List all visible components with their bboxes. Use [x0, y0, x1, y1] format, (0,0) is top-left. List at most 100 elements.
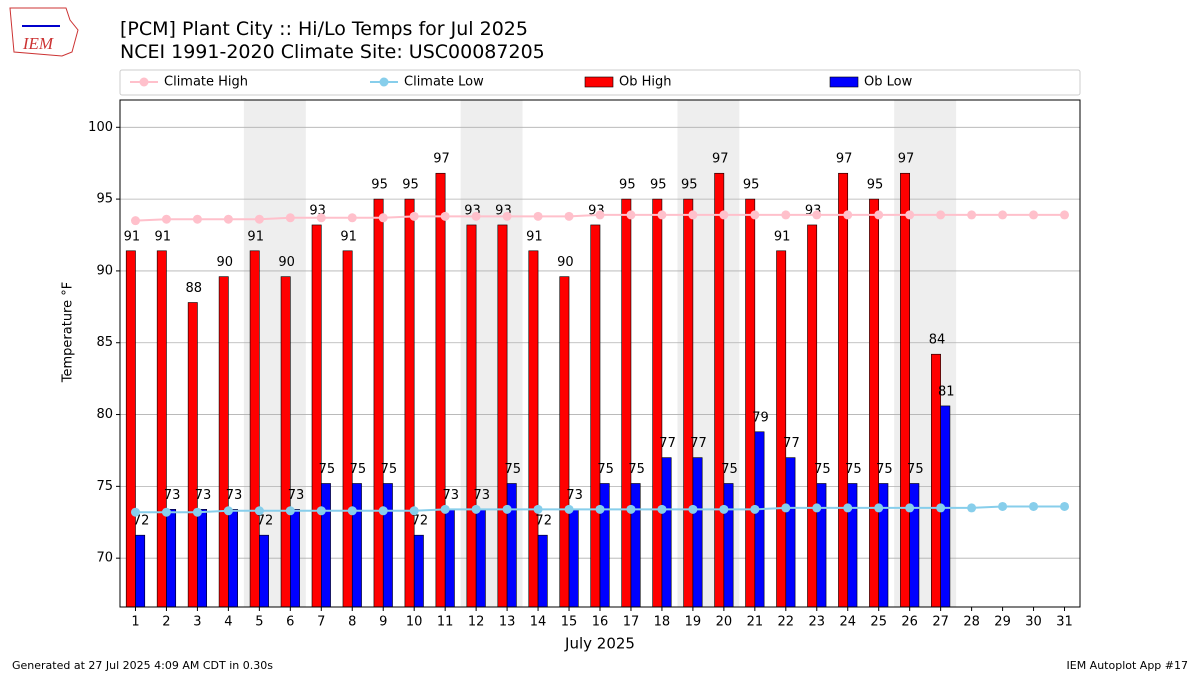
data-label: 72	[257, 514, 274, 529]
y-tick-label: 85	[96, 335, 113, 350]
point	[192, 214, 202, 224]
bar	[621, 198, 632, 608]
bar	[692, 457, 703, 608]
point	[719, 504, 729, 514]
bar	[630, 483, 641, 608]
bar	[909, 483, 920, 608]
x-tick-label: 5	[255, 615, 263, 630]
data-label: 75	[628, 462, 645, 477]
bar	[290, 509, 300, 608]
data-label: 73	[443, 488, 460, 503]
footer-right: IEM Autoplot App #17	[1067, 659, 1189, 672]
data-label: 95	[371, 178, 388, 193]
point	[223, 214, 233, 224]
x-tick-label: 13	[499, 615, 516, 630]
point	[161, 507, 171, 517]
point	[533, 211, 543, 221]
data-label: 75	[814, 462, 831, 477]
point	[316, 213, 326, 223]
data-label: 91	[340, 229, 357, 244]
point	[564, 211, 574, 221]
point	[812, 210, 822, 220]
bar	[125, 250, 136, 608]
logo: IEM	[9, 7, 79, 57]
bar	[506, 483, 517, 608]
bar	[807, 224, 818, 608]
point	[378, 213, 388, 223]
data-label: 95	[681, 178, 698, 193]
x-tick-label: 23	[809, 615, 826, 630]
legend-label: Climate Low	[404, 75, 484, 90]
point	[192, 507, 202, 517]
bar	[311, 224, 322, 608]
legend-swatch	[139, 77, 149, 87]
x-tick-label: 27	[932, 615, 949, 630]
legend-item: Ob High	[584, 75, 672, 90]
bar	[249, 250, 260, 608]
legend-item: Climate Low	[370, 75, 484, 90]
point	[905, 503, 915, 513]
point	[533, 504, 543, 514]
data-label: 97	[433, 152, 450, 167]
point	[1060, 501, 1070, 511]
bar	[497, 224, 508, 608]
data-label: 75	[721, 462, 738, 477]
bar	[590, 224, 601, 608]
point	[254, 506, 264, 516]
bar	[847, 483, 858, 608]
point	[254, 214, 264, 224]
point	[812, 503, 822, 513]
bar	[745, 198, 756, 608]
legend-label: Ob Low	[864, 75, 913, 90]
y-tick-label: 90	[96, 263, 113, 278]
x-tick-label: 8	[348, 615, 356, 630]
bar	[382, 483, 393, 608]
chart-subtitle: NCEI 1991-2020 Climate Site: USC00087205	[120, 41, 545, 63]
data-label: 90	[278, 255, 295, 270]
x-tick-label: 31	[1056, 615, 1073, 630]
data-label: 73	[195, 488, 212, 503]
x-tick-label: 30	[1025, 615, 1042, 630]
bar	[754, 431, 765, 608]
data-label: 77	[659, 436, 676, 451]
x-tick-label: 29	[994, 615, 1011, 630]
data-label: 75	[876, 462, 893, 477]
logo-text: IEM	[22, 34, 54, 53]
data-label: 97	[898, 152, 915, 167]
data-label: 84	[929, 333, 946, 348]
data-label: 75	[381, 462, 398, 477]
data-label: 90	[557, 255, 574, 270]
data-label: 91	[526, 229, 543, 244]
data-label: 91	[247, 229, 264, 244]
data-label: 72	[412, 514, 429, 529]
point	[874, 210, 884, 220]
x-tick-label: 28	[963, 615, 980, 630]
point	[688, 504, 698, 514]
point	[626, 210, 636, 220]
x-tick-label: 21	[747, 615, 764, 630]
y-tick-label: 100	[88, 120, 113, 135]
bar	[537, 534, 548, 608]
point	[998, 501, 1008, 511]
point	[1060, 210, 1070, 220]
legend-swatch	[379, 77, 389, 87]
bar	[187, 302, 198, 608]
x-tick-label: 26	[901, 615, 918, 630]
y-tick-label: 75	[96, 479, 113, 494]
bar	[900, 172, 910, 608]
data-label: 79	[752, 410, 769, 425]
x-tick-label: 4	[224, 615, 232, 630]
x-tick-label: 18	[654, 615, 671, 630]
x-tick-label: 12	[468, 615, 485, 630]
point	[347, 213, 357, 223]
point	[998, 210, 1008, 220]
point	[781, 210, 791, 220]
x-tick-label: 14	[530, 615, 547, 630]
data-label: 75	[350, 462, 367, 477]
point	[347, 506, 357, 516]
x-tick-label: 15	[561, 615, 578, 630]
point	[378, 506, 388, 516]
legend-item: Climate High	[130, 75, 248, 90]
y-tick-label: 80	[96, 407, 113, 422]
legend-label: Ob High	[619, 75, 672, 90]
